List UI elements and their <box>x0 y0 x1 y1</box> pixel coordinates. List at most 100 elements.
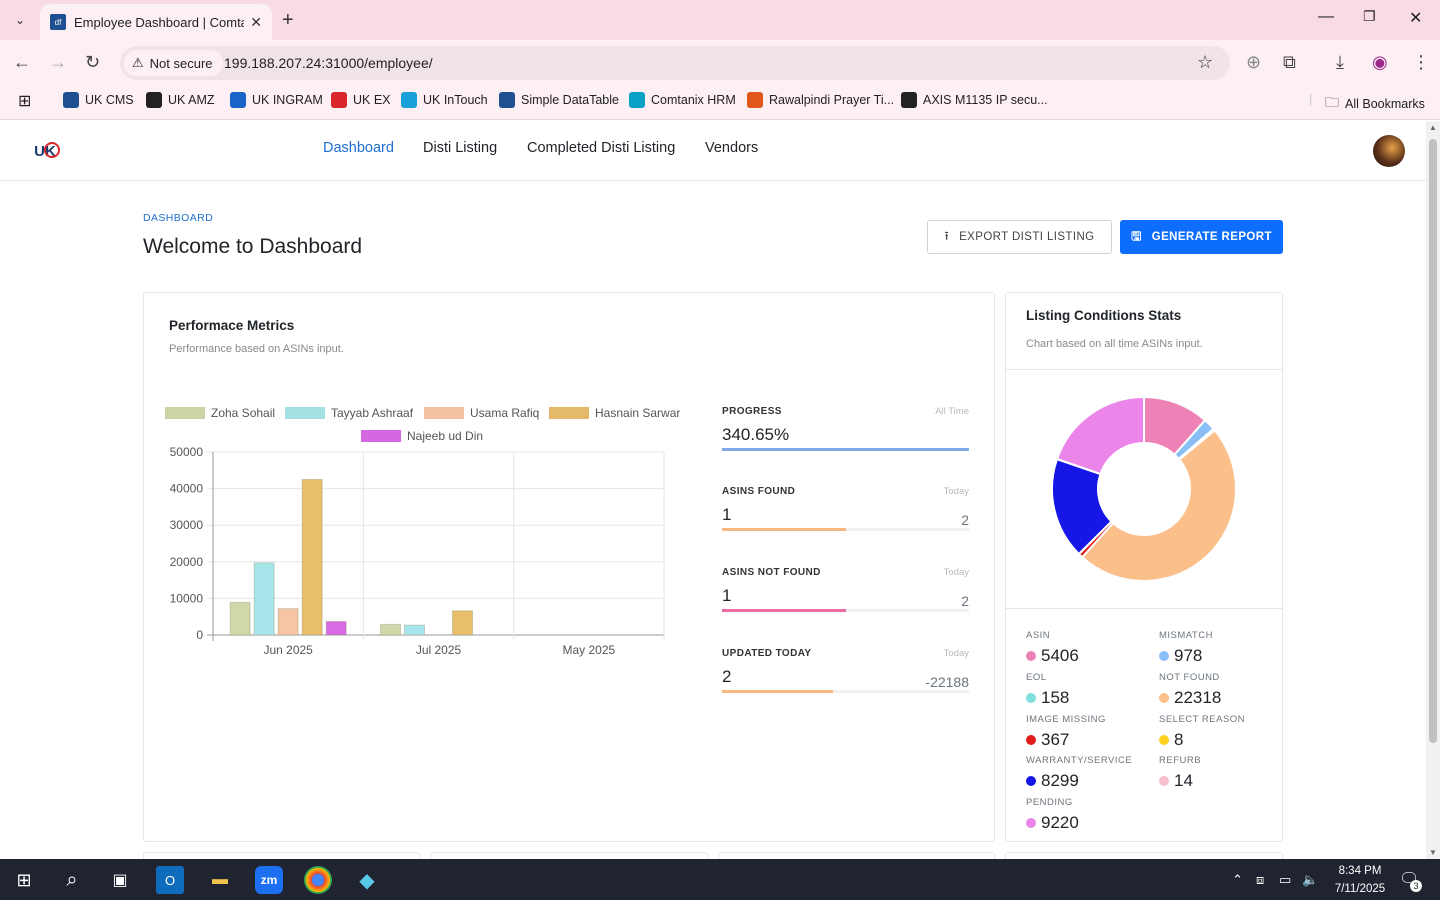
scroll-up-icon[interactable]: ▲ <box>1429 123 1437 132</box>
restore-button[interactable]: ❐ <box>1363 8 1376 24</box>
nav-dashboard[interactable]: Dashboard <box>323 140 394 156</box>
metric-label: ASINS FOUND <box>722 486 796 497</box>
page-scrollbar[interactable]: ▲ ▼ <box>1426 121 1440 859</box>
address-bar[interactable] <box>120 46 1230 80</box>
tab-search-button[interactable]: ⌄ <box>14 13 26 27</box>
app-logo[interactable]: UK <box>32 138 60 164</box>
avatar[interactable] <box>1373 135 1405 167</box>
tray-chevron-icon[interactable]: ⌃ <box>1232 872 1243 887</box>
security-chip[interactable]: ⚠ Not secure <box>124 50 223 76</box>
metric-value: 1 <box>722 586 732 605</box>
new-tab-button[interactable]: + <box>282 9 294 31</box>
donut-slice <box>1055 395 1145 476</box>
window-close-button[interactable]: ✕ <box>1409 10 1423 27</box>
zoom-icon[interactable]: zm <box>255 866 283 894</box>
folder-icon: 🗀 <box>1325 94 1339 110</box>
nav-vendors[interactable]: Vendors <box>705 140 759 156</box>
reload-button[interactable]: ↻ <box>85 52 101 72</box>
stat-label: REFURB <box>1159 755 1202 766</box>
scroll-down-icon[interactable]: ▼ <box>1429 848 1437 857</box>
bookmark-item[interactable]: Rawalpindi Prayer Ti... <box>747 92 894 108</box>
bookmark-item[interactable]: UK AMZ <box>146 92 215 108</box>
stat-value: 9220 <box>1041 813 1079 832</box>
stat-label: MISMATCH <box>1159 630 1213 641</box>
stat-dot <box>1159 776 1169 786</box>
metric-period: Today <box>943 486 969 497</box>
legend-item[interactable]: Usama Rafiq <box>424 406 539 420</box>
performance-subtitle: Performance based on ASINs input. <box>169 343 344 355</box>
chrome-icon[interactable] <box>304 866 332 894</box>
metric-label: UPDATED TODAY <box>722 648 812 659</box>
profile-icon[interactable]: ◉ <box>1372 52 1388 72</box>
task-view-icon[interactable]: ▣ <box>112 872 128 889</box>
bookmark-item[interactable]: UK InTouch <box>401 92 488 108</box>
url-text[interactable]: 199.188.207.24:31000/employee/ <box>224 55 433 71</box>
export-label: EXPORT DISTI LISTING <box>959 231 1095 243</box>
volume-muted-icon[interactable]: 🔈 <box>1302 872 1319 887</box>
stat-label: ASIN <box>1026 630 1051 641</box>
download-icon[interactable]: ⤓ <box>1336 52 1344 72</box>
apps-grid-icon[interactable]: ⊞ <box>18 93 32 110</box>
extensions-icon[interactable]: ⧉ <box>1283 52 1296 72</box>
nav-completed-disti-listing[interactable]: Completed Disti Listing <box>527 140 676 156</box>
outlook-icon[interactable]: O <box>156 866 184 894</box>
metric-total: 2 <box>961 512 969 528</box>
bookmark-label: Comtanix HRM <box>651 93 736 107</box>
browser-tab[interactable]: df Employee Dashboard | Comtanix ✕ <box>40 4 272 40</box>
nav-disti-listing[interactable]: Disti Listing <box>423 140 498 156</box>
app-diamond-icon[interactable]: ◆ <box>359 869 375 892</box>
windows-start-icon[interactable]: ⊞ <box>16 869 32 890</box>
back-button[interactable]: ← <box>13 52 31 72</box>
bookmark-item[interactable]: AXIS M1135 IP secu... <box>901 92 1048 108</box>
legend-item[interactable]: Zoha Sohail <box>165 406 275 420</box>
legend-item[interactable]: Hasnain Sarwar <box>549 406 680 420</box>
clock-date: 7/11/2025 <box>1334 883 1386 895</box>
taskbar-clock[interactable]: 8:34 PM 7/11/2025 <box>1320 862 1400 898</box>
stat-mismatch: MISMATCH 978 <box>1159 630 1279 666</box>
legend-item[interactable]: Najeeb ud Din <box>361 429 483 443</box>
metric-asins-found: ASINS FOUND Today 1 2 <box>722 486 969 531</box>
scrollbar-thumb[interactable] <box>1429 139 1437 743</box>
menu-kebab-icon[interactable]: ⋮ <box>1412 52 1430 72</box>
bar <box>380 623 401 636</box>
bookmark-item[interactable]: Comtanix HRM <box>629 92 736 108</box>
stat-asin: ASIN 5406 <box>1026 630 1146 666</box>
stat-label: NOT FOUND <box>1159 672 1220 683</box>
metric-period: Today <box>943 648 969 659</box>
bookmark-item[interactable]: UK CMS <box>63 92 134 108</box>
bookmark-star-icon[interactable]: ☆ <box>1197 52 1214 72</box>
bookmark-favicon-icon <box>747 92 763 108</box>
translate-icon[interactable]: ⊕ <box>1246 52 1262 72</box>
tray-network-monitor-icon[interactable]: ⧈ <box>1256 872 1265 887</box>
search-icon[interactable]: ⌕ <box>66 868 78 891</box>
tray-display-icon[interactable]: ▭ <box>1279 872 1292 887</box>
tab-favicon-icon: df <box>50 14 66 30</box>
bar <box>404 624 425 636</box>
bookmark-favicon-icon <box>146 92 162 108</box>
generate-label: GENERATE REPORT <box>1151 231 1272 243</box>
bookmark-label: UK EX <box>353 93 391 107</box>
generate-report-button[interactable]: 🖫 GENERATE REPORT <box>1120 220 1283 254</box>
legend-swatch <box>361 430 401 442</box>
stat-not-found: NOT FOUND 22318 <box>1159 672 1279 708</box>
tab-close-icon[interactable]: ✕ <box>250 13 262 30</box>
legend-item[interactable]: Tayyab Ashraaf <box>285 406 413 420</box>
card-divider <box>1006 369 1282 370</box>
bookmark-item[interactable]: Simple DataTable <box>499 92 619 108</box>
bar <box>452 610 473 636</box>
donut-slice <box>1080 428 1237 582</box>
stat-value: 978 <box>1174 646 1203 665</box>
file-explorer-icon[interactable]: ▬ <box>212 871 228 888</box>
x-tick-label: Jun 2025 <box>263 643 313 657</box>
export-disti-listing-button[interactable]: ⭱ EXPORT DISTI LISTING <box>927 220 1112 254</box>
listing-conditions-subtitle: Chart based on all time ASINs input. <box>1026 338 1203 350</box>
bookmark-item[interactable]: UK EX <box>331 92 391 108</box>
minimize-button[interactable]: — <box>1318 8 1334 25</box>
warning-icon: ⚠ <box>132 55 144 70</box>
card-divider <box>1006 608 1282 609</box>
page-title: Welcome to Dashboard <box>143 235 363 258</box>
all-bookmarks-button[interactable]: 🗀 All Bookmarks <box>1325 92 1425 116</box>
bookmark-item[interactable]: UK INGRAM <box>230 92 323 108</box>
forward-button[interactable]: → <box>49 52 67 72</box>
metric-period: All Time <box>935 406 969 417</box>
